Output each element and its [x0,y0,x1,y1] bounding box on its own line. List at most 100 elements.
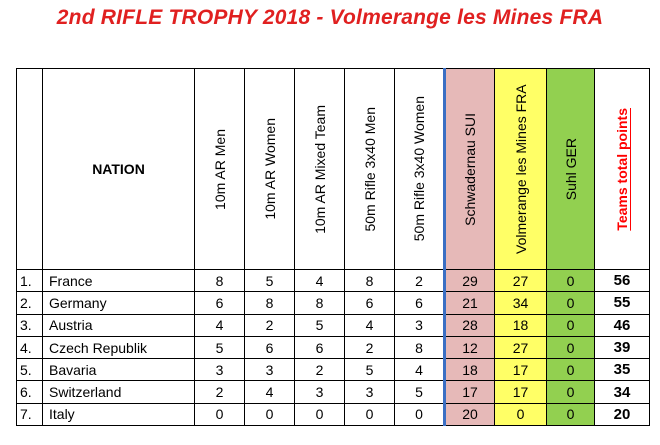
page-title: 2nd RIFLE TROPHY 2018 - Volmerange les M… [56,6,604,29]
total-points-cell: 55 [594,291,650,315]
event-points-cell: 4 [194,313,245,337]
event-header-label: 50m Rifle 3x40 Men [361,106,378,232]
event-points-cell: 8 [244,291,295,315]
nation-cell: Italy [42,402,195,427]
event-points-cell: 2 [294,358,345,382]
venue-cell-volmerange: 27 [494,268,547,293]
table-row: 1. France 8 5 4 8 2 29 27 0 56 [16,268,650,293]
total-points-cell: 46 [594,313,650,337]
venue-cell-schwadernau: 29 [443,268,495,293]
table-row: 2. Germany 6 8 8 6 6 21 34 0 55 [16,291,650,315]
venue-cell-schwadernau: 17 [443,380,495,404]
event-points-cell: 4 [394,358,445,382]
event-points-cell: 5 [244,268,295,293]
total-header-label: Teams total points [614,107,630,231]
nation-cell: Czech Republik [42,335,195,360]
table-row: 7. Italy 0 0 0 0 0 20 0 0 20 [16,402,650,427]
venue-cell-volmerange: 17 [494,358,547,382]
event-header-label: 50m Rifle 3x40 Women [411,96,427,242]
total-header: Teams total points [594,68,650,270]
venue-header-label: Suhl GER [562,137,579,201]
rank-cell: 3. [16,313,43,337]
venue-header-label: Volmerange les Mines FRA [512,84,529,254]
rank-cell: 1. [16,268,43,293]
event-header: 50m Rifle 3x40 Women [394,68,445,270]
event-header: 50m Rifle 3x40 Men [344,68,395,270]
venue-cell-schwadernau: 28 [443,313,495,337]
rank-cell: 4. [16,335,43,360]
total-points-cell: 56 [594,268,650,293]
rank-cell: 5. [16,358,43,382]
event-points-cell: 6 [344,291,395,315]
event-header-label: 10m AR Men [211,128,228,210]
event-points-cell: 2 [194,380,245,404]
table-row: 4. Czech Republik 5 6 6 2 8 12 27 0 39 [16,335,650,360]
venue-cell-schwadernau: 18 [443,358,495,382]
nation-cell: Austria [42,313,195,337]
event-points-cell: 3 [294,380,345,404]
nation-cell: Bavaria [42,358,195,382]
event-points-cell: 8 [194,268,245,293]
venue-cell-suhl: 0 [546,268,595,293]
total-points-cell: 35 [594,358,650,382]
nation-cell: Germany [42,291,195,315]
total-points-cell: 39 [594,335,650,360]
venue-cell-volmerange: 27 [494,335,547,360]
event-points-cell: 3 [194,358,245,382]
event-points-cell: 0 [244,402,295,427]
event-header: 10m AR Women [244,68,295,270]
event-points-cell: 5 [294,313,345,337]
table-row: 3. Austria 4 2 5 4 3 28 18 0 46 [16,313,650,337]
event-points-cell: 8 [294,291,345,315]
event-points-cell: 0 [394,402,445,427]
venue-header-volmerange: Volmerange les Mines FRA [494,68,547,270]
event-header: 10m AR Men [194,68,245,270]
total-points-cell: 34 [594,380,650,404]
event-points-cell: 6 [194,291,245,315]
results-table: NATION 10m AR Men 10m AR Women 10m AR Mi… [16,68,650,427]
event-points-cell: 2 [344,335,395,360]
event-points-cell: 8 [394,335,445,360]
header-row: NATION 10m AR Men 10m AR Women 10m AR Mi… [16,68,650,270]
event-points-cell: 4 [244,380,295,404]
event-points-cell: 5 [344,358,395,382]
venue-cell-schwadernau: 20 [443,402,495,427]
venue-cell-schwadernau: 12 [443,335,495,360]
event-points-cell: 6 [244,335,295,360]
venue-cell-volmerange: 34 [494,291,547,315]
table-row: 6. Switzerland 2 4 3 3 5 17 17 0 34 [16,380,650,404]
event-points-cell: 0 [194,402,245,427]
event-points-cell: 6 [394,291,445,315]
venue-header-label: Schwadernau SUI [462,112,478,226]
nation-cell: France [42,268,195,293]
event-header: 10m AR Mixed Team [294,68,345,270]
venue-cell-suhl: 0 [546,402,595,427]
nation-header: NATION [42,68,195,270]
rank-header [16,68,43,270]
venue-cell-suhl: 0 [546,358,595,382]
event-header-label: 10m AR Women [261,118,278,220]
event-points-cell: 2 [394,268,445,293]
event-points-cell: 0 [294,402,345,427]
venue-cell-suhl: 0 [546,380,595,404]
venue-cell-volmerange: 17 [494,380,547,404]
nation-cell: Switzerland [42,380,195,404]
event-points-cell: 8 [344,268,395,293]
rank-cell: 2. [16,291,43,315]
event-points-cell: 6 [294,335,345,360]
event-points-cell: 4 [294,268,345,293]
event-header-label: 10m AR Mixed Team [311,104,328,234]
event-points-cell: 5 [194,335,245,360]
event-points-cell: 5 [394,380,445,404]
venue-header-suhl: Suhl GER [546,68,595,270]
table-row: 5. Bavaria 3 3 2 5 4 18 17 0 35 [16,358,650,382]
venue-cell-suhl: 0 [546,313,595,337]
event-points-cell: 3 [344,380,395,404]
venue-header-schwadernau: Schwadernau SUI [443,68,495,270]
rank-cell: 7. [16,402,43,427]
event-points-cell: 2 [244,313,295,337]
event-points-cell: 3 [244,358,295,382]
venue-cell-suhl: 0 [546,335,595,360]
venue-cell-schwadernau: 21 [443,291,495,315]
venue-cell-volmerange: 18 [494,313,547,337]
